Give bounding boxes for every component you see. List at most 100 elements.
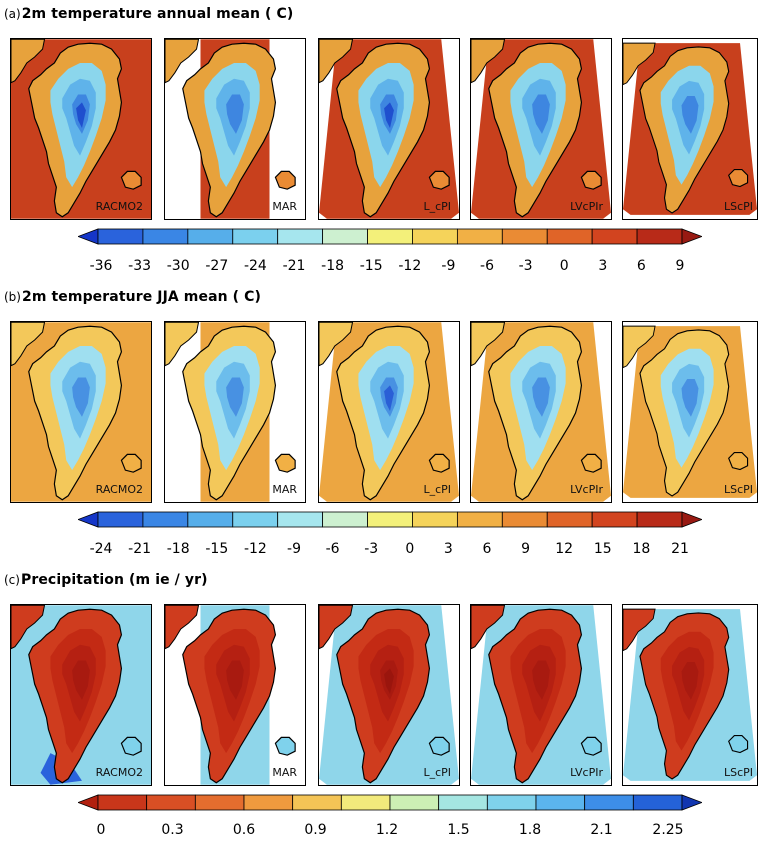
section-title-text-c: Precipitation (m ie / yr) [20, 572, 208, 588]
section-title-b: (b)2m temperature JJA mean ( C) [4, 289, 261, 305]
map-svg [319, 39, 459, 219]
ice-sheet-zone-4 [384, 385, 394, 412]
colorbar-tick-label: -6 [480, 258, 494, 274]
iceland-coast [728, 169, 749, 188]
colorbar-segment [277, 511, 324, 528]
panel-label: RACMO2 [95, 200, 143, 213]
map-svg [11, 605, 151, 785]
colorbar-tick-label: -12 [243, 541, 267, 557]
colorbar-tick-label: -24 [89, 541, 113, 557]
map-panel-b-lvcpir: LVcPIr [470, 321, 612, 503]
colorbar-segment [367, 228, 413, 245]
panel-label: L_cPI [423, 200, 451, 213]
colorbar-segment [632, 794, 683, 811]
colorbar-tick-label: -12 [398, 258, 422, 274]
colorbar-tick-label: -18 [166, 541, 190, 557]
map-svg [471, 322, 611, 502]
panel-label: RACMO2 [95, 766, 143, 779]
colorbar-segment [501, 511, 548, 528]
iceland-coast [120, 170, 142, 190]
colorbar-tick-label: -9 [287, 541, 301, 557]
section-title-text-b: 2m temperature JJA mean ( C) [21, 289, 262, 305]
colorbar-segment [456, 228, 503, 245]
section-label-b: (b) [4, 290, 21, 304]
panel-label: LVcPIr [570, 200, 603, 213]
colorbar-tick-label: 6 [482, 541, 492, 557]
canada-coast [11, 605, 46, 650]
colorbar-segment [187, 511, 234, 528]
ice-sheet-zone-3 [681, 95, 699, 134]
canada-coast [319, 322, 354, 367]
canada-coast [471, 322, 506, 367]
map-panel-b-racmo2: RACMO2 [10, 321, 152, 503]
map-panel-c-lscpi: LScPI [622, 604, 758, 786]
iceland-coast [428, 453, 450, 473]
colorbar-tick-label: 18 [632, 541, 651, 557]
section-title-c: (c)Precipitation (m ie / yr) [4, 572, 208, 588]
section-label-c: (c) [4, 573, 20, 587]
map-panel-a-lvcpir: LVcPIr [470, 38, 612, 220]
colorbar-tick-label: -6 [325, 541, 340, 557]
panel-label: LScPI [723, 200, 753, 213]
canada-coast [165, 605, 200, 650]
colorbar-arrow-left [78, 511, 99, 528]
colorbar-segment [389, 794, 440, 811]
map-svg [165, 605, 296, 785]
map-svg [319, 322, 459, 502]
colorbar-segment [187, 228, 234, 245]
colorbar-arrow-left [78, 794, 99, 811]
ice-sheet-zone-3 [226, 377, 244, 417]
panel-label: MAR [272, 200, 297, 213]
map-panel-b-mar: MAR [164, 321, 306, 503]
canada-coast [319, 39, 354, 84]
colorbar-segment [438, 794, 488, 811]
panel-label: L_cPI [423, 483, 451, 496]
colorbar-tick-label: 1.8 [518, 822, 542, 838]
colorbar-tick-label: -33 [128, 258, 152, 274]
ice-sheet-zone-3 [681, 661, 699, 700]
colorbar-segment [142, 511, 189, 528]
panel-label: LVcPIr [570, 766, 603, 779]
ice-sheet-zone-3 [681, 378, 699, 417]
colorbar-tick-label: -30 [166, 258, 190, 274]
canada-coast [11, 39, 46, 84]
canada-coast [165, 322, 200, 367]
colorbar-tick-label: -21 [128, 541, 152, 557]
colorbar-tick-label: 2.25 [652, 822, 684, 838]
iceland-coast [428, 170, 450, 190]
colorbar-tick-label: 15 [593, 541, 612, 557]
colorbar-segment [584, 794, 634, 811]
map-svg [623, 325, 757, 498]
colorbar-tick-label: -15 [359, 258, 383, 274]
colorbar-arrow-left [78, 228, 99, 245]
colorbar-segment [97, 228, 144, 245]
colorbar-tick-label: 0.6 [232, 822, 256, 838]
panel-label: MAR [272, 766, 297, 779]
colorbar-tick-label: 1.2 [375, 822, 399, 838]
colorbar-segment [546, 511, 593, 528]
colorbar-arrow-right [681, 228, 702, 245]
map-panel-a-mar: MAR [164, 38, 306, 220]
panel-label: LScPI [723, 483, 753, 496]
colorbar-segment [412, 228, 458, 245]
ice-sheet-zone-3 [72, 377, 90, 417]
colorbar-tick-label: 0 [405, 541, 415, 557]
iceland-coast [580, 170, 602, 190]
map-panel-a-lscpi: LScPI [622, 38, 758, 220]
section-title-text-a: 2m temperature annual mean ( C) [21, 6, 294, 22]
iceland-coast [274, 453, 296, 473]
ice-sheet-zone-3 [226, 660, 244, 700]
ice-sheet-zone-3 [532, 660, 550, 700]
colorbar-segment [146, 794, 196, 811]
panel-label: LScPI [723, 766, 753, 779]
map-svg [623, 42, 757, 215]
colorbar-segment [277, 228, 324, 245]
colorbar-segment [232, 228, 279, 245]
ice-sheet-zone-3 [532, 377, 550, 417]
colorbar-tick-label: -21 [282, 258, 306, 274]
colorbar-tick-label: 2.1 [590, 822, 613, 838]
iceland-coast [580, 453, 602, 473]
colorbar-segment [636, 228, 683, 245]
iceland-coast [580, 736, 602, 756]
colorbar-tick-label: 6 [636, 258, 646, 274]
